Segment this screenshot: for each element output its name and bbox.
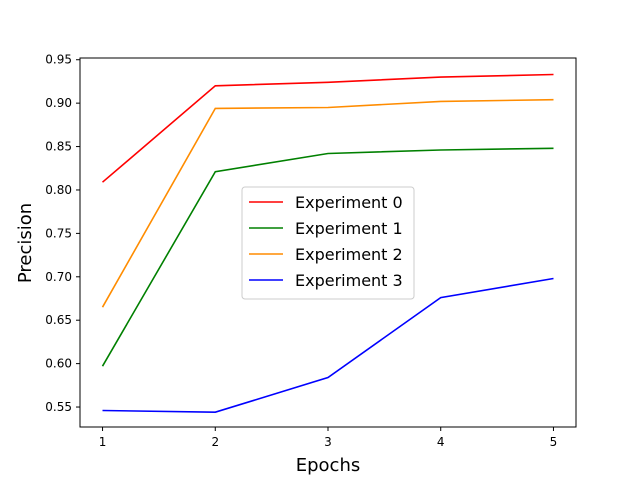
- series-lines: [101, 73, 554, 414]
- x-axis-label: Epochs: [296, 455, 361, 476]
- x-axis-ticks: 1 2 3 4 5: [99, 427, 558, 449]
- legend-label-1: Experiment 1: [295, 219, 403, 238]
- y-axis-ticks: 0.55 0.60 0.65 0.70 0.75 0.80 0.85 0.90 0.95: [45, 53, 80, 414]
- y-tick-label-0: 0.55: [45, 400, 72, 414]
- legend: Experiment 0 Experiment 1 Experiment 2 Expe…: [241, 186, 415, 300]
- legend-label-0: Experiment 0: [295, 193, 403, 212]
- y-tick-label-3: 0.70: [45, 270, 72, 284]
- series-line-2: [101, 98, 554, 308]
- y-tick-label-2: 0.65: [45, 313, 72, 327]
- y-tick-label-1: 0.60: [45, 357, 72, 371]
- series-line-0: [101, 73, 554, 183]
- y-tick-label-7: 0.90: [45, 96, 72, 110]
- x-tick-label-4: 5: [550, 435, 558, 449]
- y-axis-label: Precision: [15, 203, 36, 283]
- y-tick-label-5: 0.80: [45, 183, 72, 197]
- x-tick-label-0: 1: [99, 435, 107, 449]
- y-tick-label-8: 0.95: [45, 53, 72, 67]
- series-line-3: [102, 277, 554, 414]
- y-tick-label-4: 0.75: [45, 226, 72, 240]
- legend-box: [241, 186, 415, 300]
- legend-label-3: Experiment 3: [295, 271, 403, 290]
- legend-label-2: Experiment 2: [295, 245, 403, 264]
- x-tick-label-2: 3: [324, 435, 332, 449]
- x-tick-label-1: 2: [211, 435, 219, 449]
- x-tick-label-3: 4: [437, 435, 445, 449]
- y-tick-label-6: 0.85: [45, 140, 72, 154]
- series-line-1: [101, 147, 554, 367]
